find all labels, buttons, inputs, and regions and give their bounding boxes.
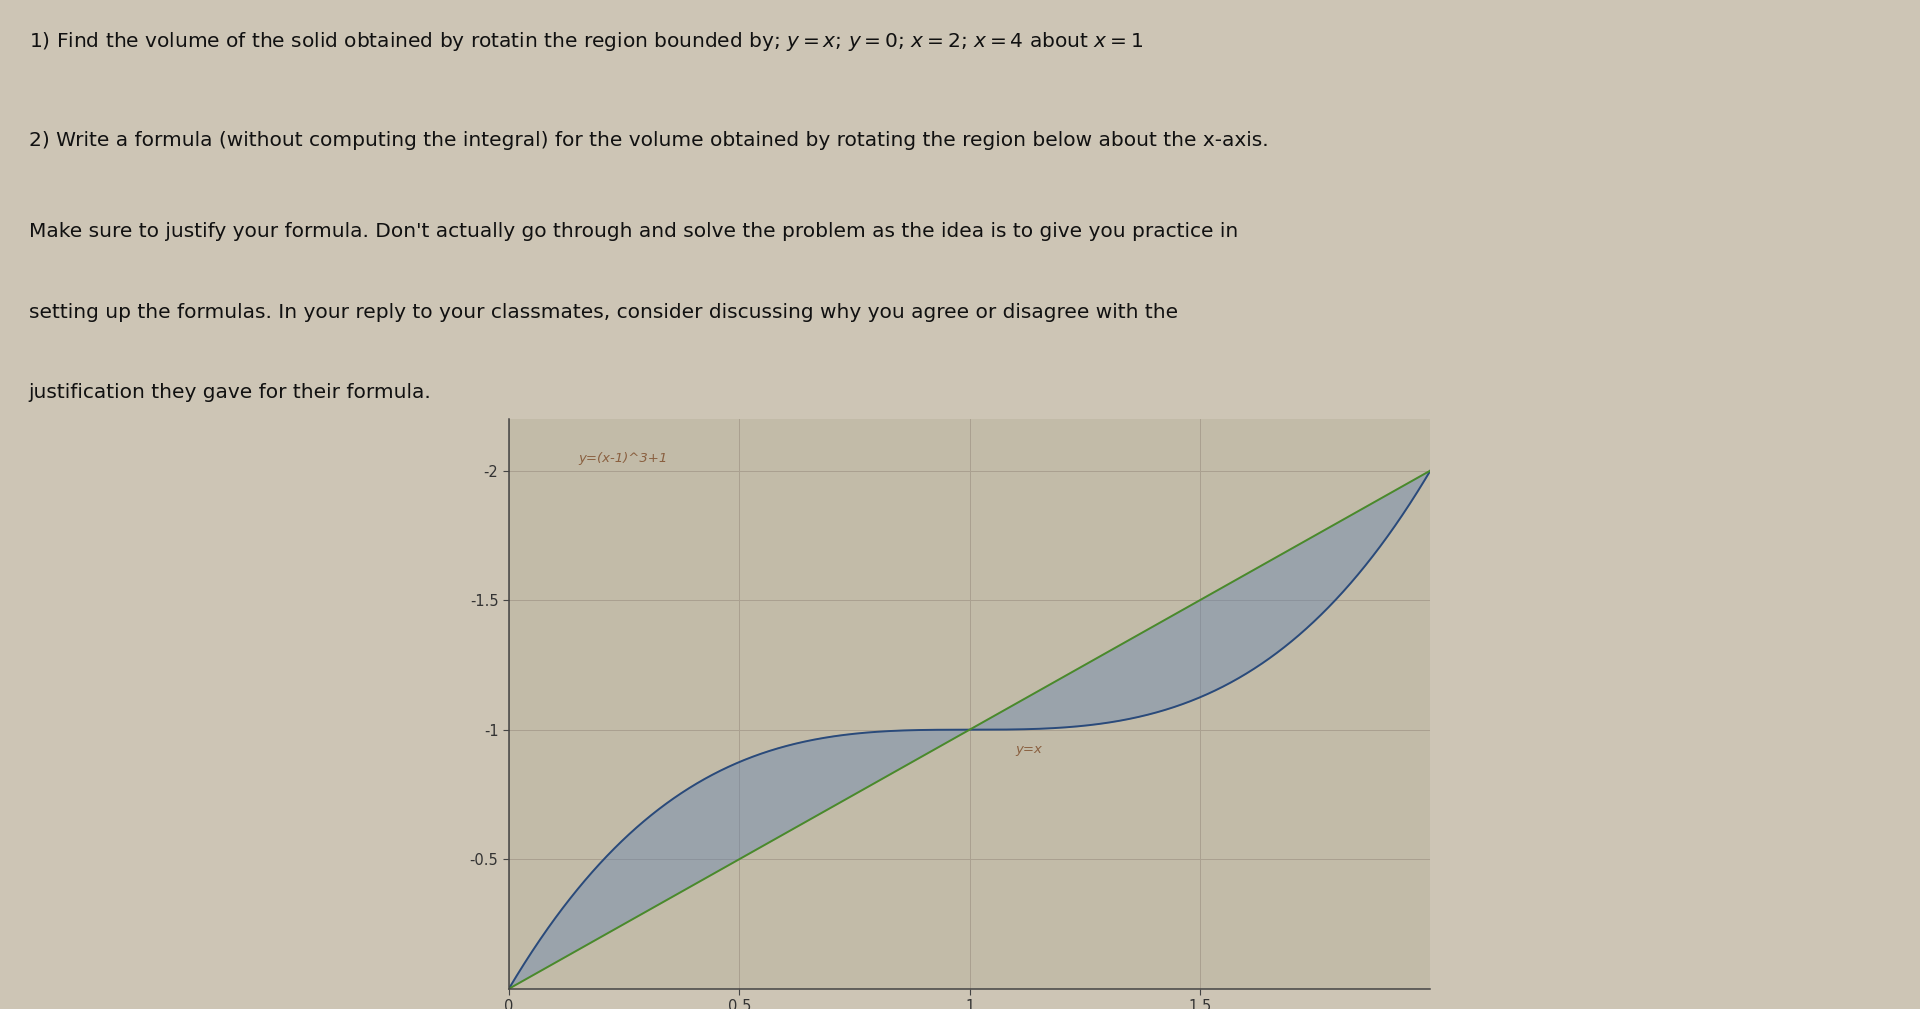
Text: justification they gave for their formula.: justification they gave for their formul…: [29, 383, 432, 403]
Text: y=(x-1)^3+1: y=(x-1)^3+1: [578, 452, 666, 465]
Text: Make sure to justify your formula. Don't actually go through and solve the probl: Make sure to justify your formula. Don't…: [29, 222, 1238, 241]
Text: y=x: y=x: [1016, 743, 1043, 756]
Text: 1) Find the volume of the solid obtained by rotatin the region bounded by; $y = : 1) Find the volume of the solid obtained…: [29, 30, 1142, 53]
Text: setting up the formulas. In your reply to your classmates, consider discussing w: setting up the formulas. In your reply t…: [29, 303, 1179, 322]
Text: 2) Write a formula (without computing the integral) for the volume obtained by r: 2) Write a formula (without computing th…: [29, 131, 1269, 150]
